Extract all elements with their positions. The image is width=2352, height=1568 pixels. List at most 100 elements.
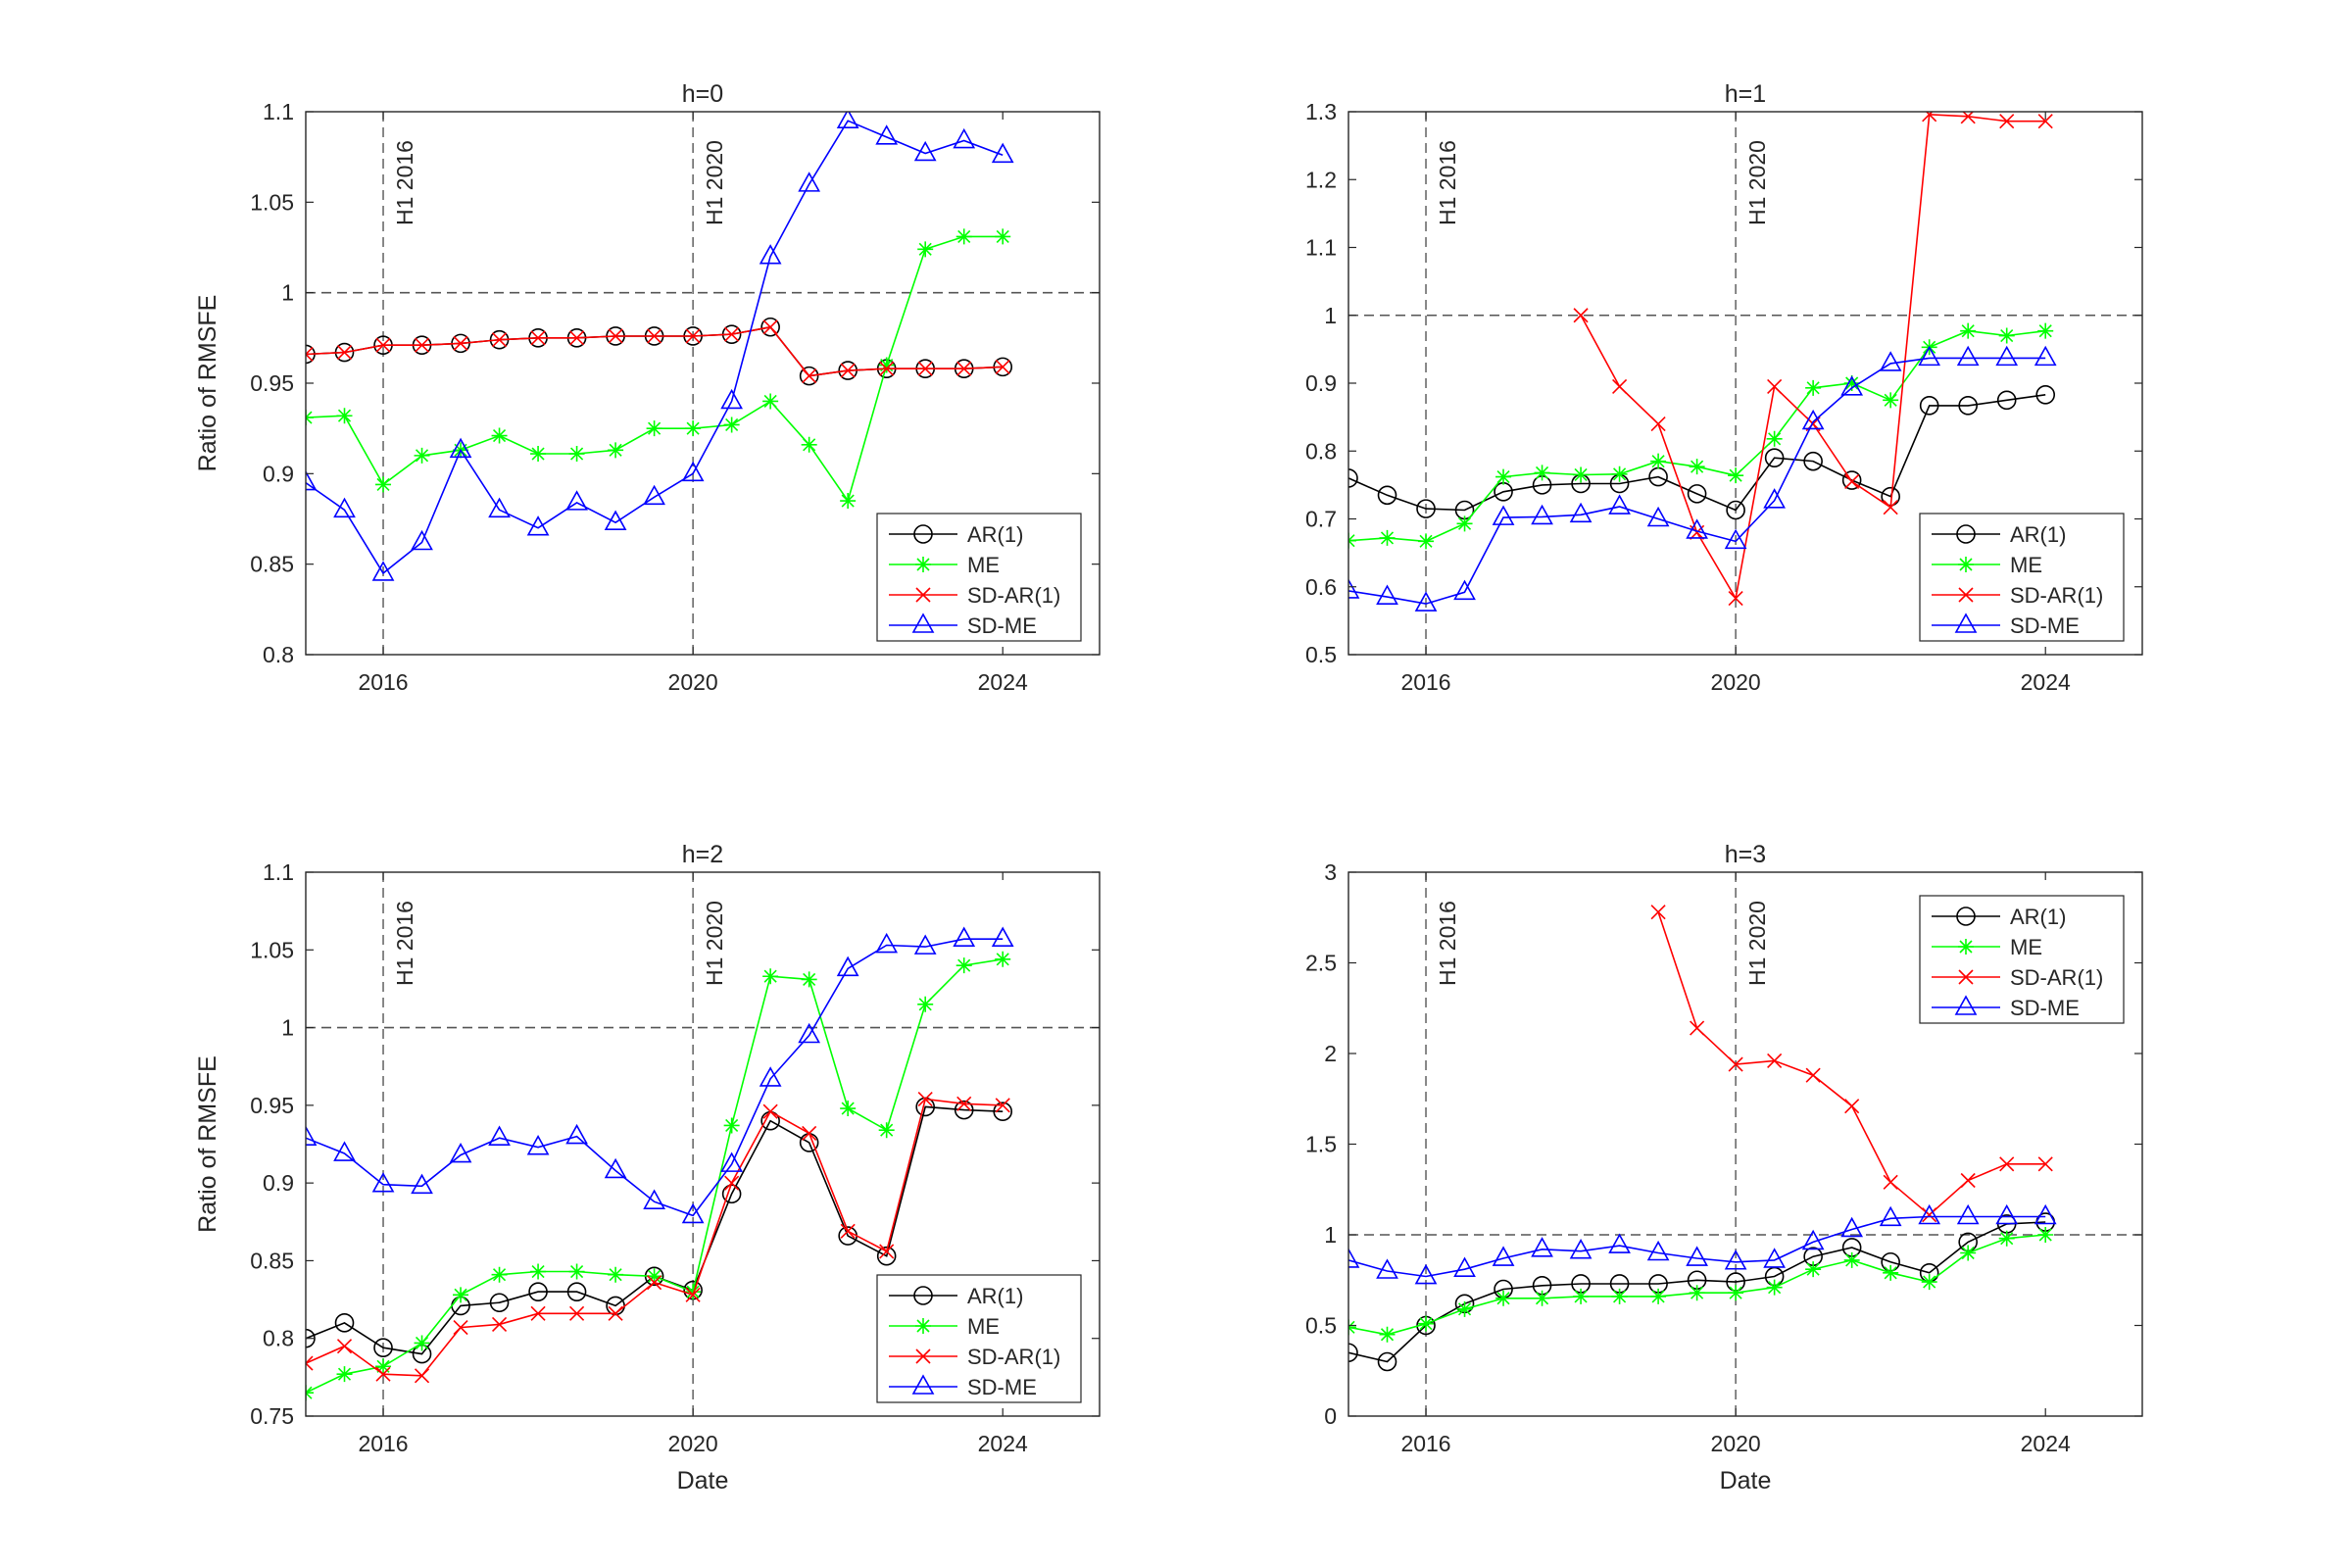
data-point [566, 1282, 587, 1301]
data-point [565, 490, 588, 511]
data-point [647, 328, 662, 344]
data-point [840, 1101, 857, 1117]
data-point [720, 388, 743, 410]
legend-label: SD-AR(1) [967, 1345, 1060, 1369]
data-point [336, 345, 353, 361]
data-point [1569, 1239, 1592, 1259]
data-point [375, 476, 392, 493]
legend-swatch-marker [913, 524, 933, 544]
data-point [1456, 515, 1473, 532]
y-tick-label: 0.9 [263, 1170, 294, 1196]
x-tick-label: 2024 [978, 669, 1028, 695]
data-point [1376, 584, 1398, 605]
legend-swatch-marker [911, 1374, 935, 1395]
data-point [953, 926, 976, 947]
data-point [1763, 1248, 1786, 1268]
data-point [917, 996, 934, 1012]
legend: AR(1) ME SD-AR(1) SD-ME [876, 513, 1082, 642]
legend-swatch-marker [1956, 524, 1976, 544]
legend-label: SD-ME [967, 1375, 1037, 1399]
data-point [723, 1117, 740, 1134]
chart-title: h=0 [682, 80, 723, 108]
data-point [306, 469, 318, 491]
data-point [1840, 1216, 1864, 1238]
data-point [1996, 390, 2017, 411]
y-tick-label: 0.95 [250, 370, 294, 396]
data-point [568, 1263, 585, 1280]
data-point [1646, 1240, 1670, 1261]
data-point [1348, 1248, 1360, 1268]
legend-label: AR(1) [967, 522, 1023, 547]
data-point [685, 420, 702, 437]
legend-label: SD-ME [2010, 996, 2080, 1020]
data-point [526, 1135, 550, 1155]
data-point [1801, 409, 1825, 430]
series-group [1348, 905, 2057, 1372]
data-point [411, 529, 433, 551]
data-point [1456, 1300, 1473, 1317]
legend-label: AR(1) [2010, 905, 2066, 929]
data-point [1573, 1288, 1590, 1304]
data-point [1379, 1326, 1396, 1343]
x-tick-label: 2024 [2021, 1431, 2071, 1456]
x-tick-label: 2016 [358, 669, 408, 695]
data-point [995, 359, 1010, 374]
data-point [1650, 1288, 1667, 1304]
data-point [760, 317, 780, 337]
data-point [1418, 533, 1435, 550]
data-point [1883, 500, 1898, 515]
data-point [762, 319, 778, 335]
x-tick-label: 2020 [668, 1431, 718, 1456]
data-point [1840, 375, 1864, 396]
data-point [336, 1339, 353, 1354]
data-point [1377, 1351, 1397, 1372]
data-point [1995, 345, 2019, 367]
data-point [836, 956, 859, 977]
y-tick-label: 1.05 [250, 937, 294, 962]
legend-swatch-marker [1958, 587, 1974, 603]
data-point [799, 366, 819, 386]
y-tick-label: 3 [1324, 859, 1337, 885]
event-label: H1 2016 [392, 901, 417, 986]
x-tick-label: 2020 [1711, 669, 1761, 695]
y-tick-label: 0.9 [263, 461, 294, 486]
legend-swatch-marker [915, 557, 931, 572]
data-point [917, 1091, 933, 1107]
legend-label: ME [967, 553, 1000, 577]
data-point [1844, 473, 1860, 489]
event-label: H1 2016 [1435, 901, 1460, 986]
data-point [526, 515, 550, 536]
series-line [306, 120, 1004, 575]
y-tick-label: 1.1 [1305, 235, 1337, 261]
legend: AR(1) ME SD-AR(1) SD-ME [1919, 895, 2125, 1024]
data-point [1843, 1251, 1860, 1268]
data-point [1879, 351, 1902, 371]
data-point [569, 1305, 585, 1321]
y-tick-label: 0 [1324, 1403, 1337, 1429]
data-point [306, 1125, 318, 1146]
data-point [646, 1268, 662, 1285]
chart-title: h=1 [1725, 80, 1766, 108]
series-group [306, 926, 1014, 1401]
data-point [1922, 1207, 1937, 1223]
data-point [491, 332, 508, 348]
data-point [917, 361, 933, 376]
data-point [1728, 590, 1743, 607]
data-point [1724, 1250, 1747, 1270]
data-point [1728, 467, 1744, 484]
data-point [1767, 378, 1783, 395]
data-point [333, 497, 356, 518]
data-point [334, 1313, 355, 1333]
data-point [685, 1287, 701, 1302]
y-tick-label: 1.05 [250, 189, 294, 215]
data-point [414, 447, 430, 464]
data-point [1348, 578, 1360, 599]
data-point [375, 1358, 392, 1375]
y-tick-label: 0.8 [1305, 438, 1337, 464]
y-tick-label: 1.2 [1305, 167, 1337, 192]
legend-label: ME [2010, 935, 2042, 959]
data-point [1687, 484, 1707, 504]
data-point [762, 393, 779, 410]
data-point [375, 1366, 391, 1382]
y-tick-label: 2 [1324, 1041, 1337, 1066]
